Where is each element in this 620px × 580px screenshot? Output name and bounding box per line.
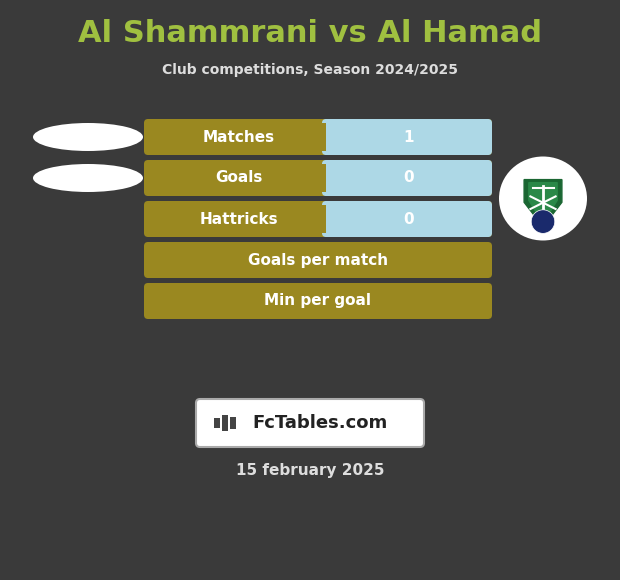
FancyBboxPatch shape: [148, 123, 326, 151]
Text: Goals per match: Goals per match: [248, 252, 388, 267]
Text: Goals: Goals: [215, 171, 263, 186]
FancyBboxPatch shape: [230, 417, 236, 429]
FancyBboxPatch shape: [148, 164, 326, 192]
FancyBboxPatch shape: [322, 119, 492, 155]
FancyBboxPatch shape: [144, 119, 492, 155]
FancyBboxPatch shape: [144, 201, 492, 237]
Ellipse shape: [499, 157, 587, 241]
Text: 15 february 2025: 15 february 2025: [236, 462, 384, 477]
FancyBboxPatch shape: [144, 242, 492, 278]
Polygon shape: [524, 180, 562, 227]
FancyBboxPatch shape: [322, 160, 492, 196]
FancyBboxPatch shape: [222, 415, 228, 431]
Circle shape: [531, 210, 555, 233]
FancyBboxPatch shape: [196, 399, 424, 447]
Text: 0: 0: [404, 212, 414, 227]
Text: FcTables.com: FcTables.com: [252, 414, 388, 432]
Text: Matches: Matches: [203, 129, 275, 144]
Text: 1: 1: [404, 129, 414, 144]
Text: 0: 0: [404, 171, 414, 186]
FancyBboxPatch shape: [214, 418, 220, 428]
FancyBboxPatch shape: [144, 160, 492, 196]
FancyBboxPatch shape: [148, 205, 326, 233]
Text: Al Shammrani vs Al Hamad: Al Shammrani vs Al Hamad: [78, 20, 542, 49]
FancyBboxPatch shape: [322, 201, 492, 237]
FancyBboxPatch shape: [144, 283, 492, 319]
Text: Hattricks: Hattricks: [200, 212, 278, 227]
Text: Club competitions, Season 2024/2025: Club competitions, Season 2024/2025: [162, 63, 458, 77]
Polygon shape: [529, 183, 557, 223]
Ellipse shape: [33, 123, 143, 151]
Ellipse shape: [33, 164, 143, 192]
Text: Min per goal: Min per goal: [265, 293, 371, 309]
